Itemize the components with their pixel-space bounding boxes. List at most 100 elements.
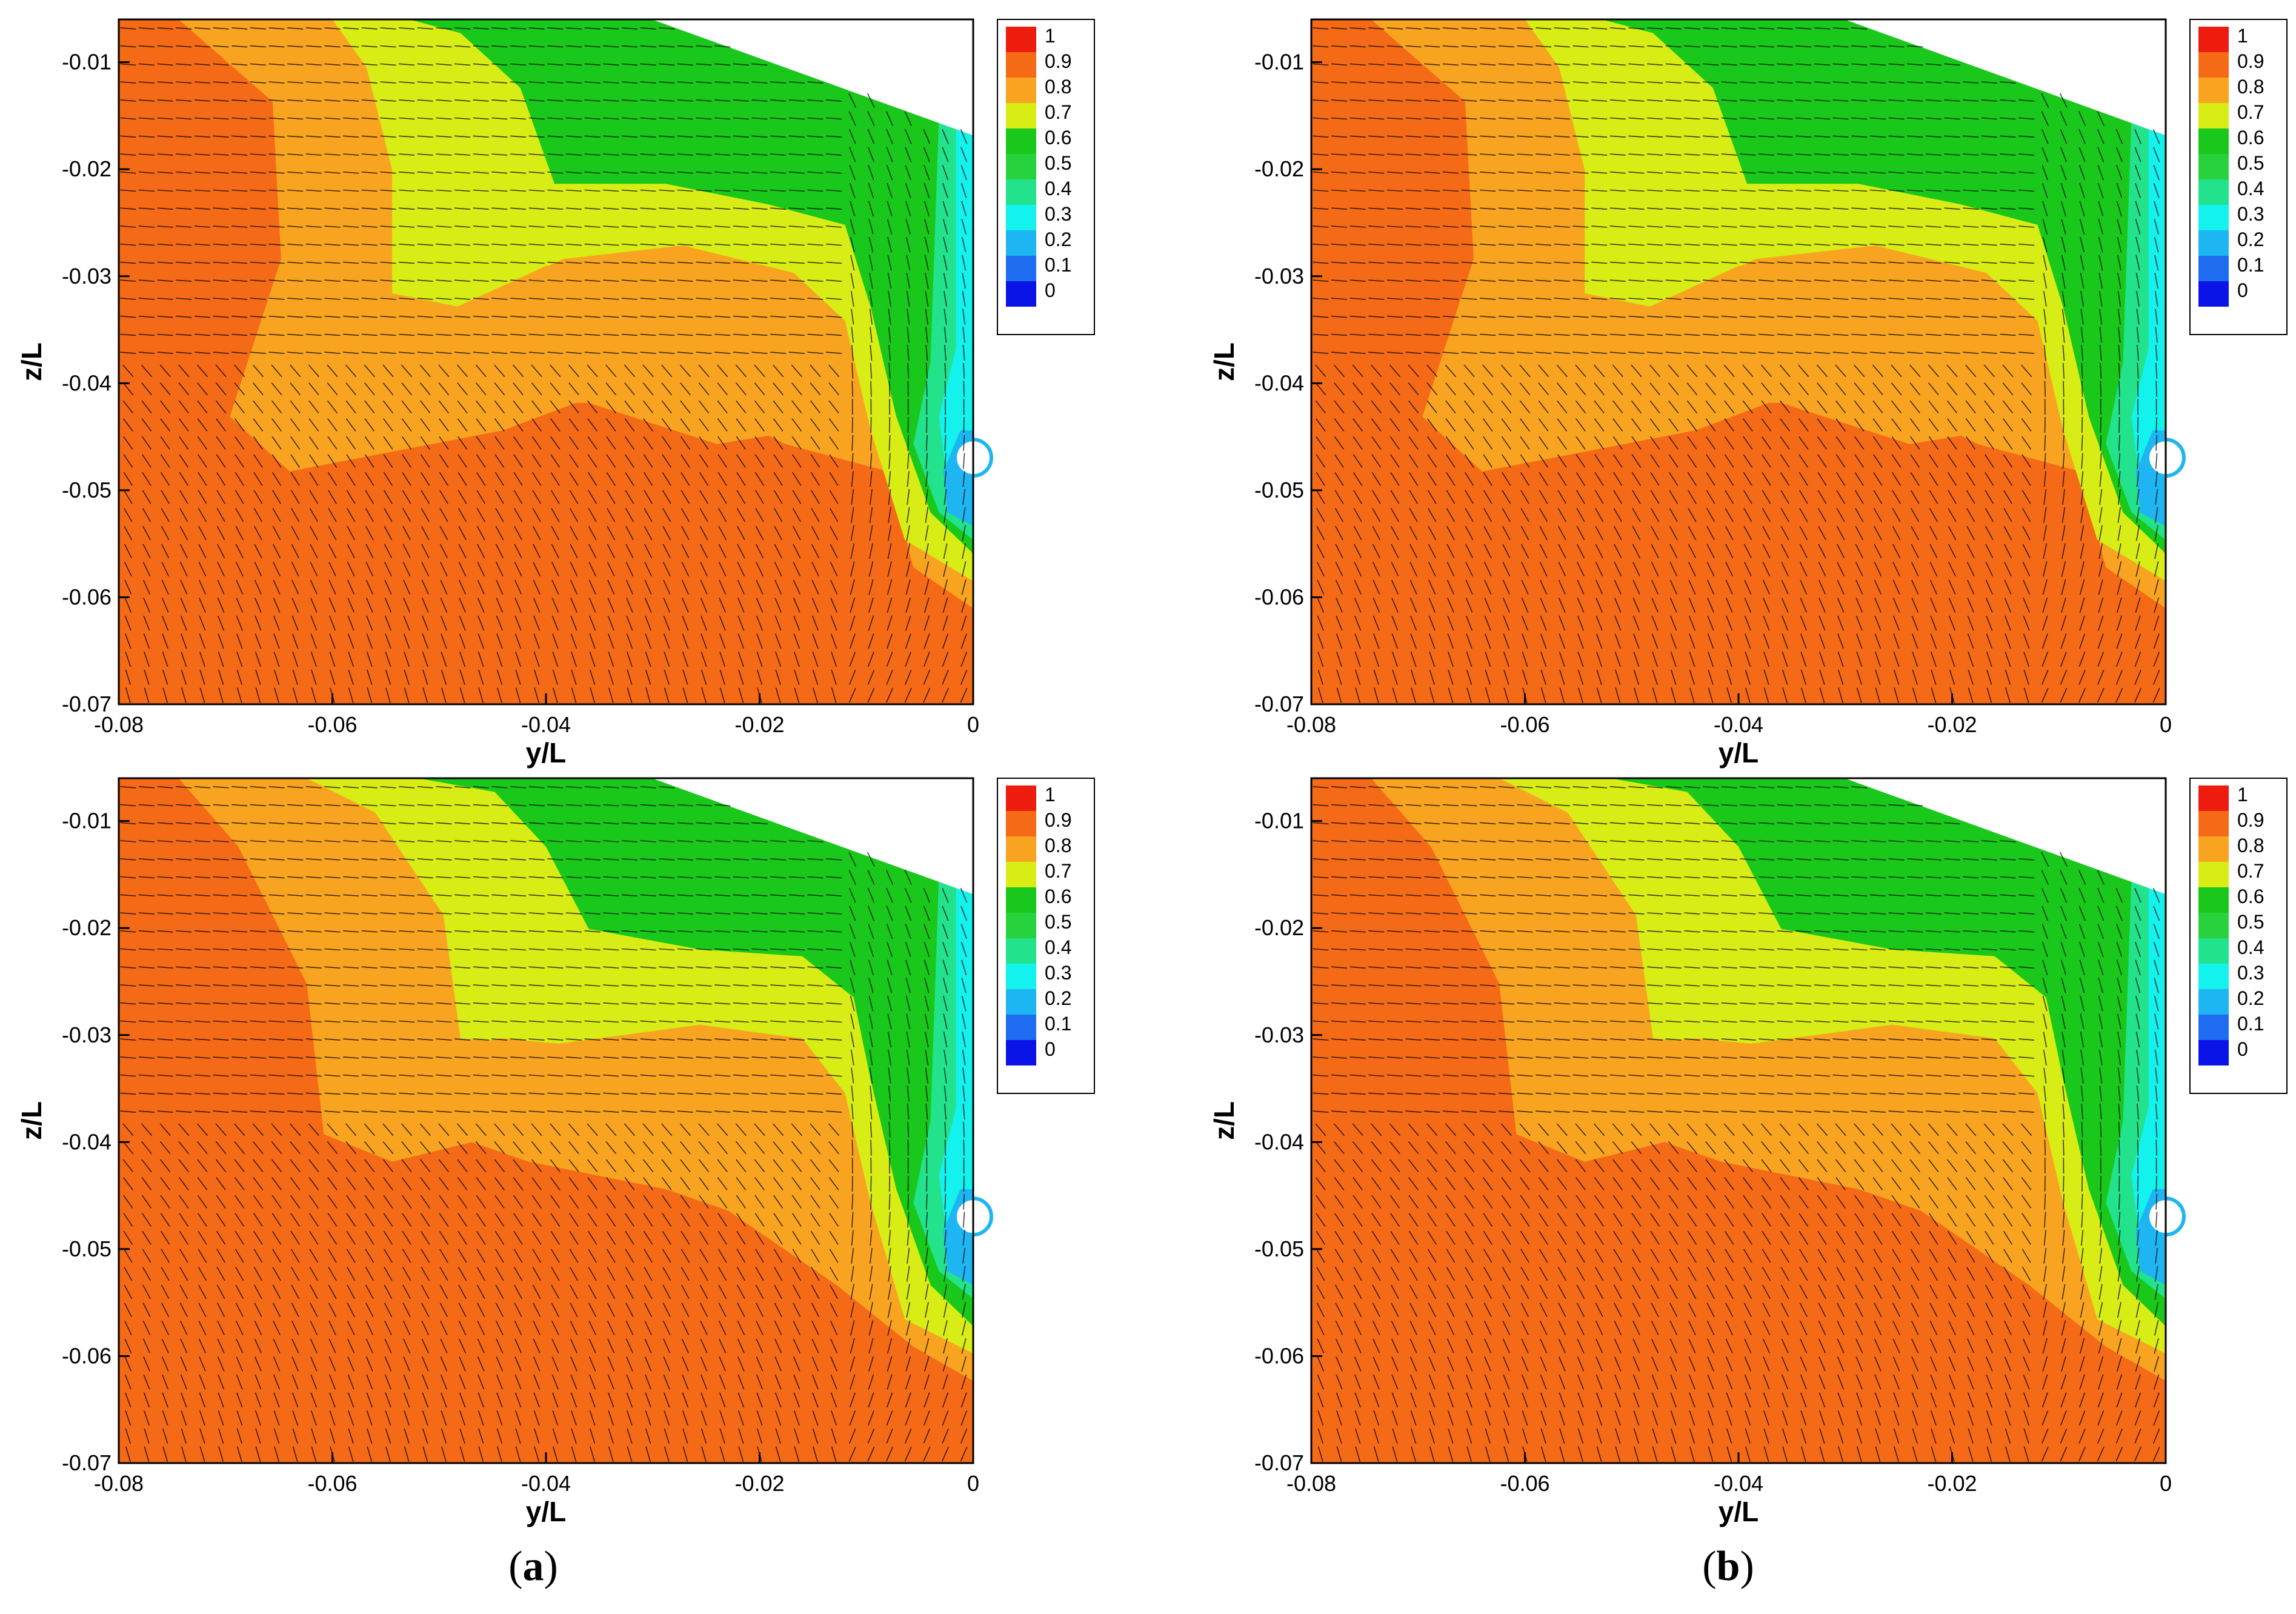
vector-arrow: [1331, 99, 1347, 102]
vector-arrow: [662, 1249, 671, 1263]
vector-arrow: [361, 117, 378, 120]
vector-arrow: [385, 652, 391, 667]
vector-arrow: [1745, 687, 1751, 703]
vector-arrow: [473, 261, 489, 264]
vector-arrow: [828, 400, 839, 414]
vector-arrow: [1888, 261, 1905, 264]
vector-arrow: [621, 894, 637, 897]
vector-arrow: [659, 333, 675, 336]
vector-arrow: [138, 912, 155, 915]
vector-arrow: [1349, 81, 1366, 84]
vector-arrow: [328, 561, 336, 577]
vector-arrow: [1892, 490, 1901, 504]
vector-arrow: [570, 1374, 577, 1390]
vector-arrow: [268, 333, 285, 336]
vector-arrow: [364, 436, 374, 450]
vector-arrow: [714, 171, 731, 174]
vector-arrow: [287, 352, 304, 354]
vector-arrow: [2098, 507, 2103, 523]
vector-arrow: [1386, 298, 1403, 300]
vector-arrow: [792, 525, 801, 541]
vector-arrow: [1706, 454, 1715, 468]
vector-arrow: [2021, 400, 2032, 414]
vector-arrow: [491, 1056, 508, 1059]
vector-arrow: [120, 135, 136, 138]
vector-arrow: [677, 1092, 693, 1095]
vector-arrow: [1349, 27, 1366, 30]
vector-arrow: [179, 1249, 188, 1263]
vector-arrow: [1781, 579, 1789, 595]
vector-arrow: [496, 1392, 503, 1408]
vector-arrow: [1740, 171, 1756, 174]
vector-arrow: [807, 858, 824, 861]
vector-arrow: [2154, 507, 2158, 523]
vector-arrow: [792, 1230, 802, 1245]
vector-arrow: [1612, 454, 1623, 468]
vector-arrow: [2081, 381, 2083, 397]
vector-arrow: [1536, 135, 1552, 138]
vector-arrow: [1501, 454, 1511, 468]
vector-arrow: [399, 1002, 415, 1005]
vector-arrow: [608, 1410, 614, 1426]
vector-arrow: [1703, 261, 1719, 264]
vector-arrow: [1628, 27, 1645, 30]
vector-arrow: [528, 207, 545, 210]
vector-arrow: [273, 1428, 280, 1444]
vector-arrow: [1925, 117, 1942, 120]
vector-arrow: [1429, 669, 1435, 685]
vector-arrow: [788, 279, 805, 282]
vector-arrow: [1665, 81, 1682, 84]
vector-arrow: [305, 27, 322, 30]
vector-arrow: [906, 507, 910, 523]
vector-arrow: [1799, 544, 1808, 559]
vector-arrow: [324, 63, 341, 66]
vector-arrow: [120, 153, 136, 156]
vector-arrow: [1517, 189, 1533, 192]
vector-arrow: [310, 598, 318, 613]
vector-arrow: [1963, 243, 1979, 246]
vector-arrow: [1313, 315, 1329, 318]
vector-arrow: [624, 382, 635, 396]
vector-arrow: [1907, 333, 1923, 336]
vector-arrow: [1780, 436, 1790, 450]
vector-arrow: [1461, 81, 1477, 84]
vector-arrow: [1740, 352, 1756, 354]
vector-arrow: [2004, 598, 2012, 613]
vector-arrow: [1724, 454, 1734, 468]
vector-arrow: [231, 912, 248, 915]
vector-arrow: [1424, 117, 1440, 120]
vector-arrow: [1777, 189, 1793, 192]
vector-arrow: [231, 948, 248, 951]
vector-arrow: [624, 1195, 635, 1209]
vector-arrow: [272, 1249, 281, 1263]
vector-arrow: [2005, 652, 2011, 667]
vector-arrow: [231, 135, 248, 138]
vector-arrow: [788, 984, 805, 987]
vector-arrow: [1368, 63, 1385, 66]
vector-arrow: [458, 1249, 467, 1263]
vector-arrow: [1800, 669, 1806, 685]
vector-arrow: [328, 508, 337, 522]
vector-arrow: [311, 669, 317, 685]
vector-arrow: [253, 1213, 263, 1227]
vector-arrow: [347, 598, 354, 613]
vector-arrow: [807, 984, 824, 987]
vector-arrow: [547, 804, 564, 807]
vector-arrow: [733, 912, 749, 915]
vector-arrow: [1762, 525, 1771, 541]
vector-arrow: [138, 984, 155, 987]
vector-arrow: [473, 912, 489, 915]
vector-arrow: [1944, 315, 1960, 318]
vector-arrow: [439, 508, 448, 522]
vector-arrow: [231, 45, 248, 48]
vector-arrow: [603, 1092, 619, 1095]
vector-arrow: [714, 45, 731, 48]
vector-arrow: [1703, 27, 1719, 30]
vector-arrow: [343, 63, 359, 66]
vector-arrow: [2002, 364, 2014, 378]
vector-arrow: [1354, 669, 1361, 685]
vector-arrow: [138, 804, 155, 807]
vector-arrow: [439, 490, 448, 504]
vector-arrow: [1929, 490, 1938, 504]
vector-arrow: [1536, 27, 1552, 30]
